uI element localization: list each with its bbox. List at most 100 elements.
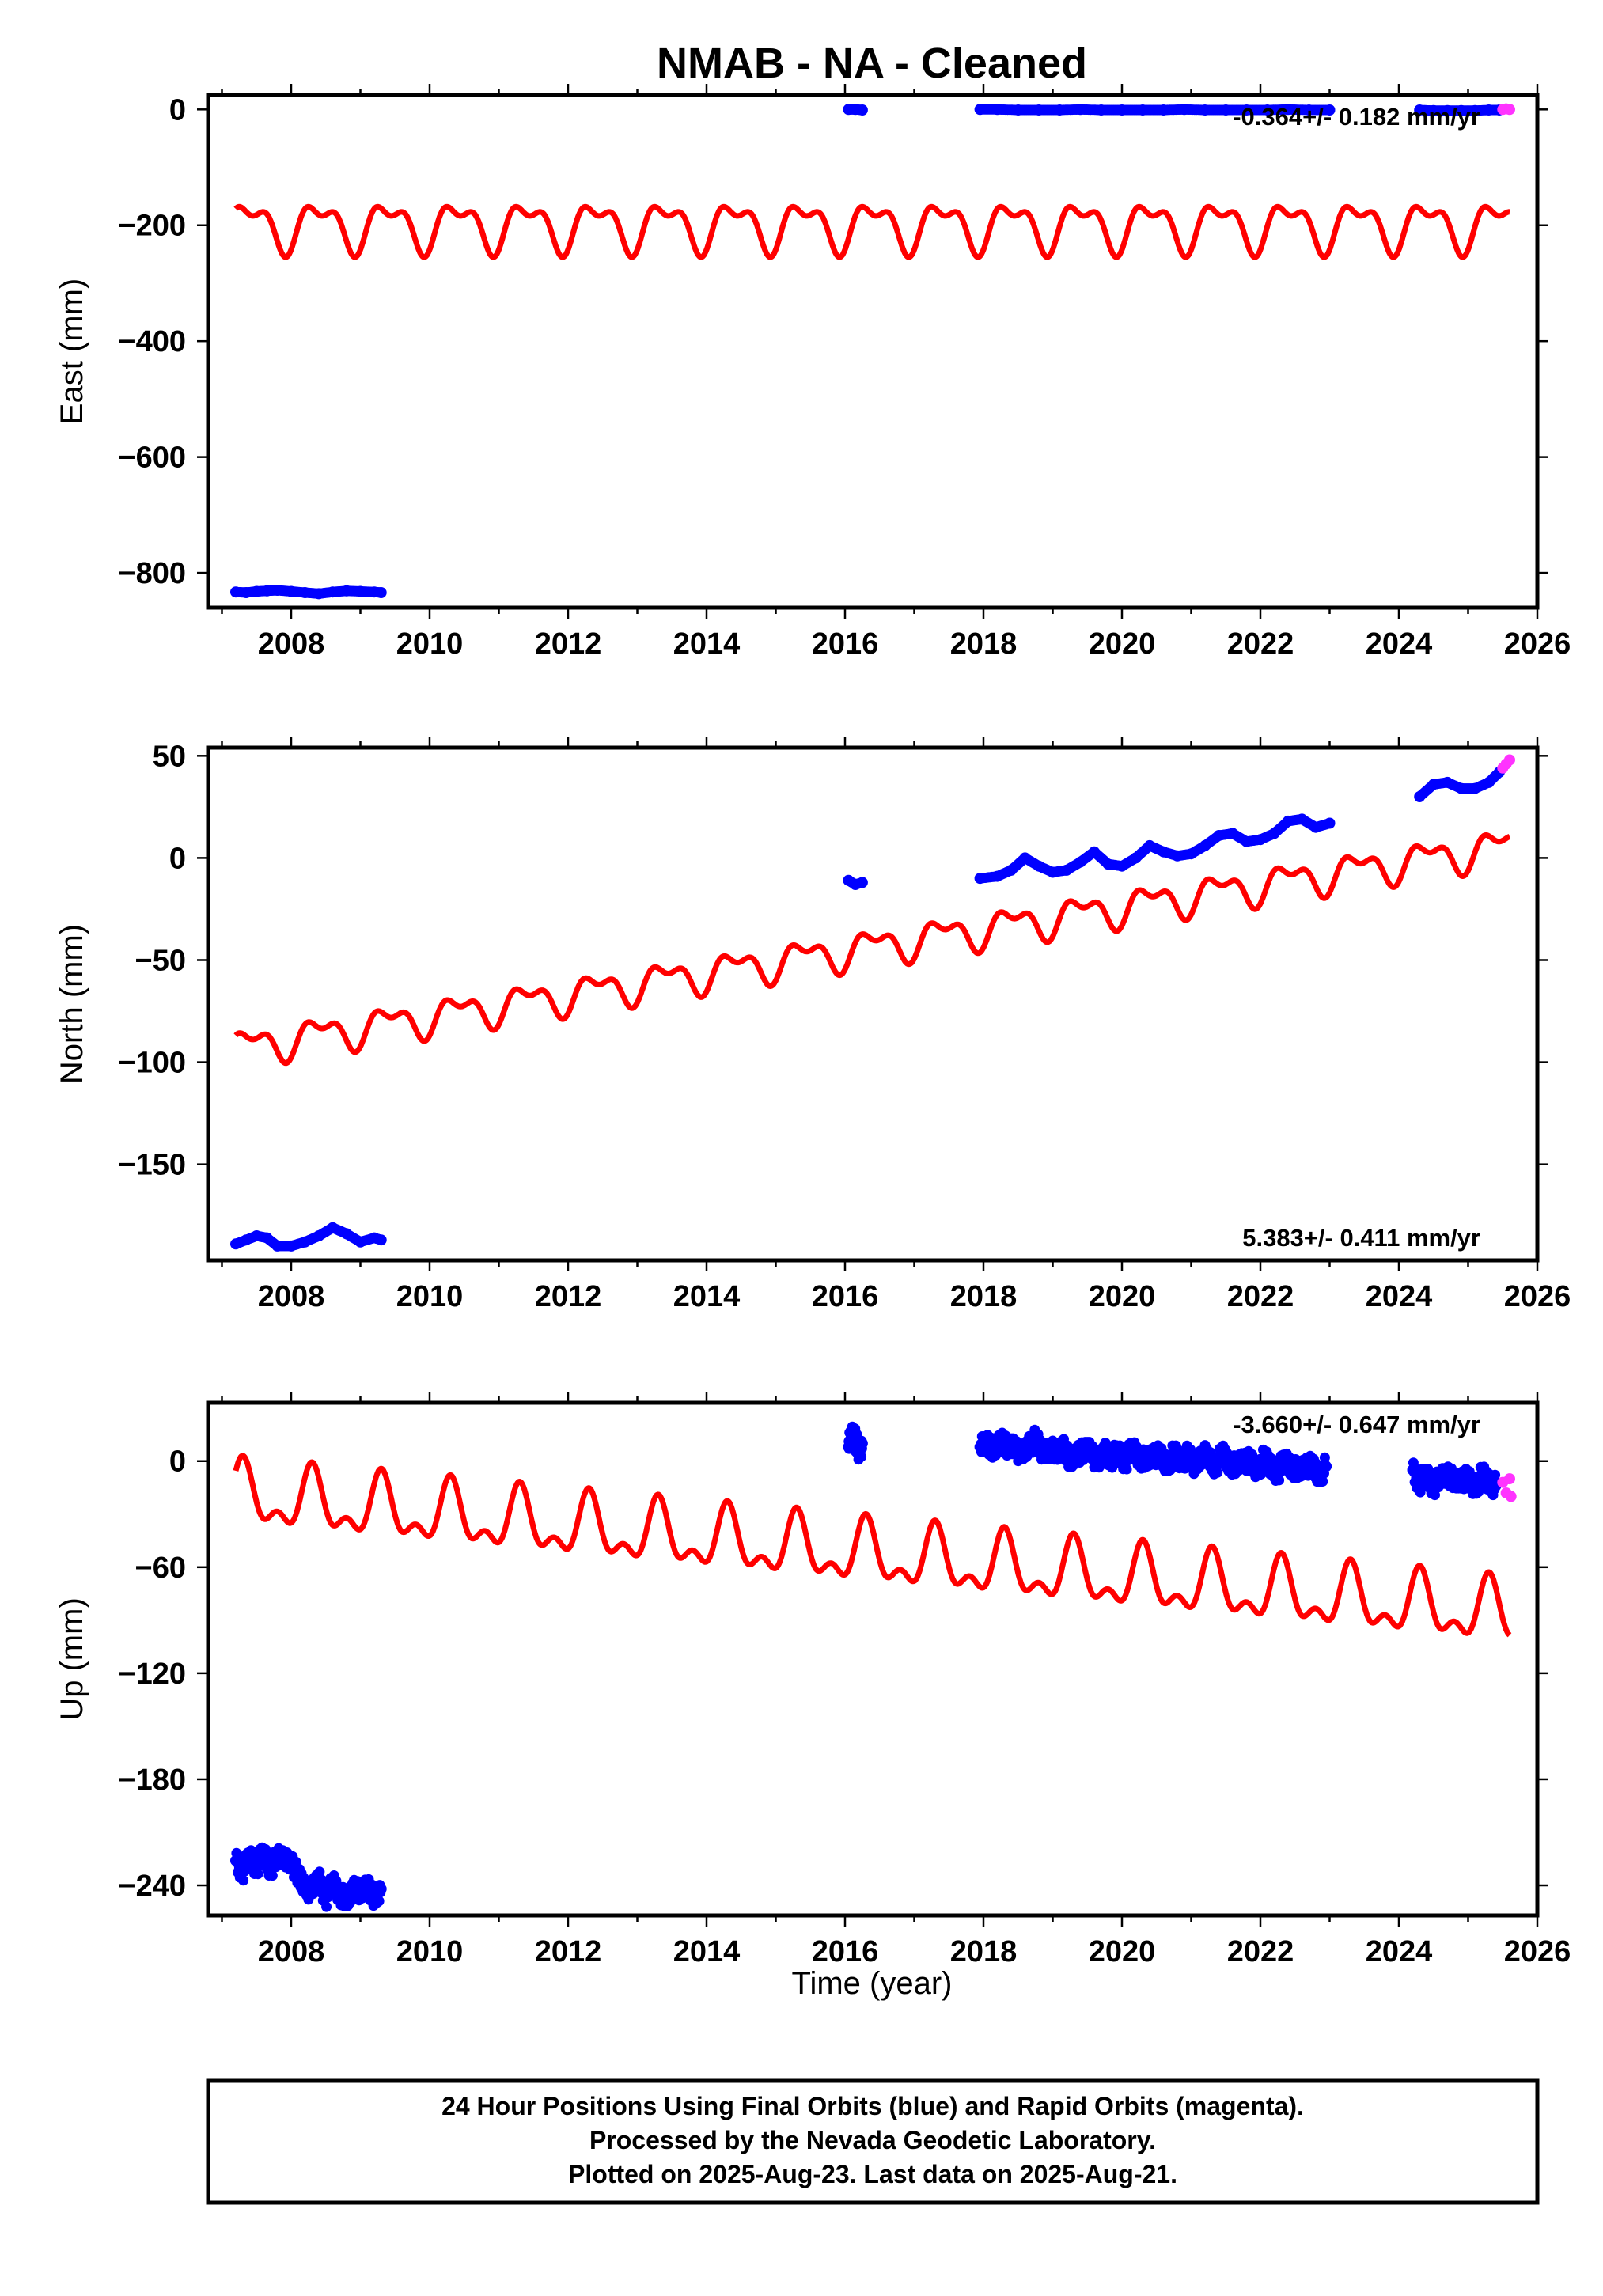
x-tick-label: 2020 (1089, 627, 1156, 661)
final-orbit-point (1165, 1464, 1176, 1476)
y-tick-label: −200 (118, 210, 186, 243)
x-tick-label: 2026 (1504, 1935, 1571, 1968)
panel-east: 2008 2010 2012 2014 2016 2018 2020 2022 2024 2026… (55, 84, 1571, 661)
final-orbit-point (856, 1438, 868, 1449)
y-tick-label: −100 (118, 1047, 186, 1080)
plot-area (230, 1421, 1517, 1912)
y-tick-label: −60 (135, 1552, 186, 1585)
y-tick-label: −600 (118, 441, 186, 475)
x-tick-label: 2018 (950, 1280, 1018, 1313)
model-fit-line (233, 832, 1512, 1067)
rapid-orbit-point (1504, 104, 1515, 116)
final-orbit-point (1473, 1487, 1484, 1498)
final-orbit-point (1212, 1467, 1223, 1478)
x-tick-label: 2010 (396, 1280, 464, 1313)
final-orbit-point (375, 1883, 387, 1895)
footer-line-1: 24 Hour Positions Using Final Orbits (bl… (441, 2092, 1304, 2120)
y-tick-label: −120 (118, 1658, 186, 1691)
plot-frame (206, 1400, 1540, 1918)
final-orbit-point (856, 877, 868, 888)
x-tick-label: 2014 (673, 1280, 741, 1313)
x-tick-label: 2024 (1366, 1935, 1433, 1968)
x-tick-label: 2026 (1504, 1280, 1571, 1313)
panel-up: 2008 2010 2012 2014 2016 2018 2020 2022 2024 2026… (55, 1392, 1571, 1968)
x-tick-label: 2012 (535, 1935, 602, 1968)
x-tick-label: 2020 (1089, 1935, 1156, 1968)
rapid-orbit-point (1505, 1491, 1517, 1502)
final-orbit-point (375, 587, 387, 598)
plot-area (230, 754, 1515, 1252)
final-orbit-point (1324, 817, 1336, 829)
velocity-label: 5.383+/- 0.411 mm/yr (1242, 1224, 1480, 1252)
y-axis-label: East (mm) (55, 278, 89, 424)
x-tick-label: 2024 (1366, 1280, 1433, 1313)
y-tick-label: 0 (169, 1445, 186, 1479)
y-tick-label: −800 (118, 557, 186, 590)
x-tick-label: 2022 (1227, 627, 1294, 661)
final-orbit-point (321, 1901, 332, 1912)
final-orbit-point (1415, 1487, 1426, 1498)
final-orbit-point (856, 1451, 867, 1462)
x-tick-label: 2008 (258, 627, 325, 661)
rapid-orbit-point (1504, 754, 1515, 766)
final-orbit-point (267, 1870, 278, 1881)
final-orbit-point (1121, 1464, 1132, 1475)
x-tick-label: 2018 (950, 627, 1018, 661)
footer-box (206, 2078, 1540, 2205)
x-tick-label: 2022 (1227, 1280, 1294, 1313)
final-orbit-point (1274, 1475, 1285, 1486)
rapid-orbit-point (1504, 1473, 1515, 1485)
x-tick-label: 2016 (812, 1935, 879, 1968)
final-orbit-point (856, 104, 868, 116)
x-axis-label: Time (year) (792, 1966, 953, 2001)
final-orbit-point (375, 1234, 387, 1246)
final-orbit-point (1317, 1476, 1328, 1487)
x-tick-label: 2012 (535, 627, 602, 661)
x-tick-label: 2008 (258, 1280, 325, 1313)
x-tick-label: 2016 (812, 1280, 879, 1313)
final-orbit-point (1324, 104, 1336, 116)
x-tick-label: 2026 (1504, 627, 1571, 661)
y-tick-label: 50 (153, 740, 186, 773)
velocity-label: -3.660+/- 0.647 mm/yr (1233, 1411, 1480, 1438)
final-orbit-point (1319, 1452, 1330, 1463)
x-tick-label: 2020 (1089, 1280, 1156, 1313)
y-tick-label: 0 (169, 93, 186, 127)
footer-line-2: Processed by the Nevada Geodetic Laborat… (589, 2126, 1156, 2154)
chart-title: NMAB - NA - Cleaned (657, 40, 1087, 87)
y-tick-label: −240 (118, 1870, 186, 1903)
x-tick-label: 2010 (396, 627, 464, 661)
plot-frame (206, 745, 1540, 1263)
y-tick-label: −150 (118, 1149, 186, 1182)
x-tick-label: 2024 (1366, 627, 1433, 661)
x-tick-label: 2014 (673, 627, 741, 661)
x-tick-label: 2008 (258, 1935, 325, 1968)
panel-north: 2008 2010 2012 2014 2016 2018 2020 2022 2024 2026… (55, 737, 1571, 1313)
final-orbit-point (238, 1875, 249, 1886)
footer-line-3: Plotted on 2025-Aug-23. Last data on 202… (568, 2160, 1177, 2188)
final-orbit-point (1490, 1469, 1501, 1480)
x-tick-label: 2012 (535, 1280, 602, 1313)
final-orbit-point (373, 1896, 385, 1907)
y-axis-label: North (mm) (55, 924, 89, 1084)
y-tick-label: −400 (118, 325, 186, 358)
x-tick-label: 2022 (1227, 1935, 1294, 1968)
x-tick-label: 2018 (950, 1935, 1018, 1968)
velocity-label: -0.364+/- 0.182 mm/yr (1233, 103, 1480, 131)
y-tick-label: −50 (135, 944, 186, 977)
plot-area (230, 103, 1515, 600)
x-tick-label: 2010 (396, 1935, 464, 1968)
final-orbit-point (1321, 1461, 1332, 1472)
final-orbit-point (1430, 1490, 1440, 1501)
y-tick-label: −180 (118, 1764, 186, 1797)
x-tick-label: 2016 (812, 627, 879, 661)
y-axis-label: Up (mm) (55, 1597, 89, 1721)
model-fit-line (233, 203, 1512, 260)
final-orbit-point (252, 1869, 263, 1880)
final-orbit-point (314, 1866, 325, 1877)
plot-frame (206, 93, 1540, 610)
y-tick-label: 0 (169, 842, 186, 875)
x-tick-label: 2014 (673, 1935, 741, 1968)
